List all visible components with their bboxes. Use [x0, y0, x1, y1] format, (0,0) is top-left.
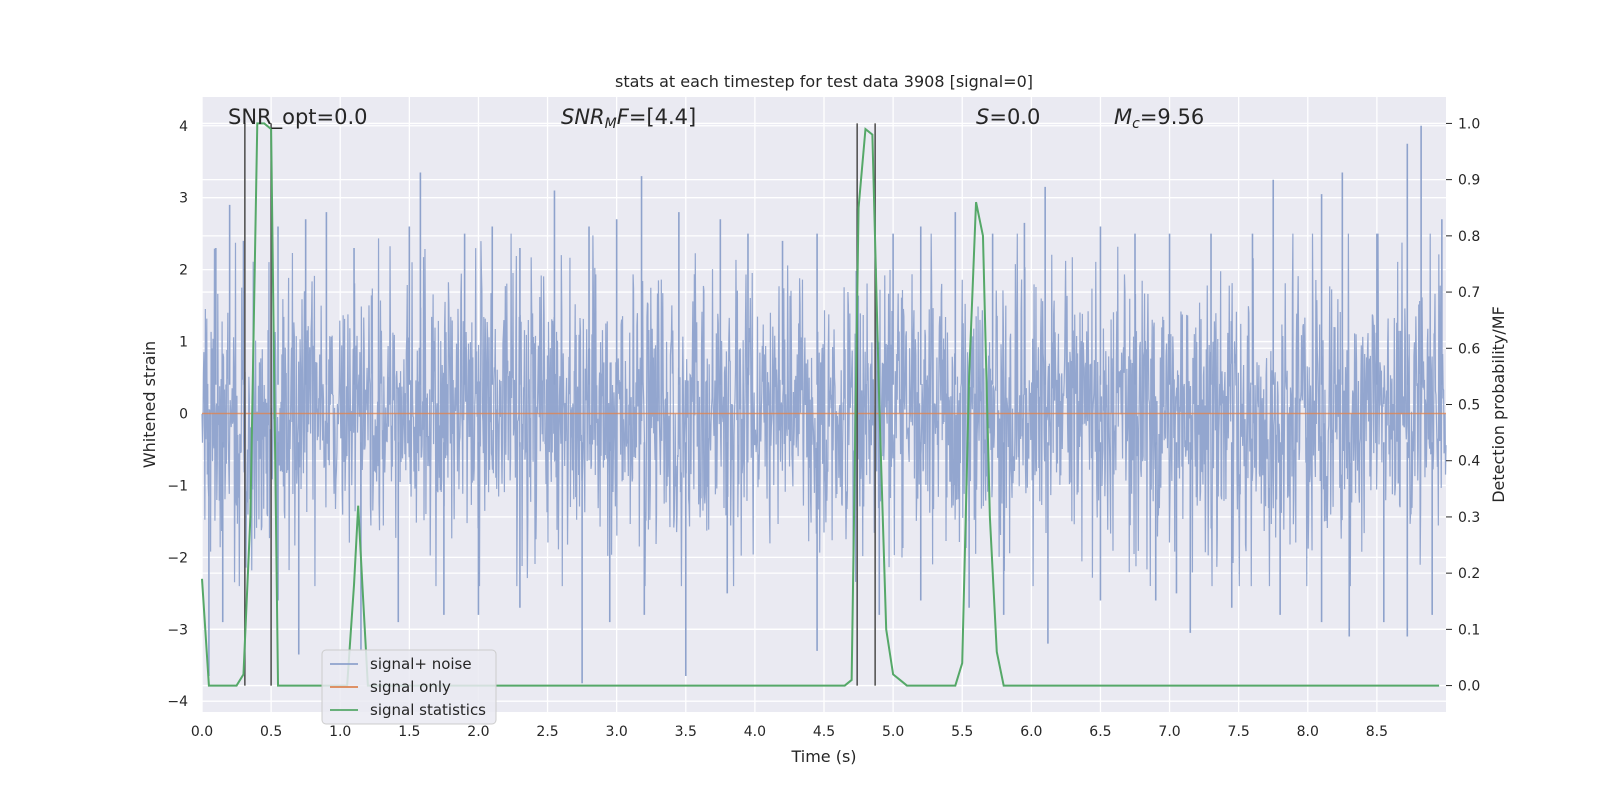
- x-tick-label: 6.5: [1089, 724, 1111, 740]
- y-right-tick-label: 0.9: [1458, 173, 1480, 189]
- annotation-part: SNR_opt=0.0: [228, 105, 368, 130]
- y-right-tick-label: 0.8: [1458, 229, 1480, 245]
- x-tick-label: 8.0: [1297, 724, 1319, 740]
- x-tick-label: 0.5: [260, 724, 282, 740]
- y-right-tick-label: 0.1: [1458, 622, 1480, 638]
- y-left-tick-label: 4: [179, 119, 188, 135]
- annotation-part: M: [605, 116, 617, 132]
- y-right-axis-label: Detection probability/MF: [1489, 306, 1508, 503]
- annotation-part: SNR: [561, 105, 605, 129]
- annotation-mc_value: Mc=9.56: [1114, 105, 1204, 132]
- y-right-tick-label: 0.3: [1458, 510, 1480, 526]
- annotation-part: c: [1132, 116, 1140, 132]
- annotation-part: =9.56: [1140, 105, 1204, 129]
- legend-label: signal only: [370, 678, 451, 696]
- y-right-tick-label: 0.7: [1458, 285, 1480, 301]
- x-tick-label: 2.5: [536, 724, 558, 740]
- y-right-tick-label: 0.2: [1458, 566, 1480, 582]
- y-left-tick-label: −3: [167, 622, 188, 638]
- x-tick-label: 4.0: [744, 724, 766, 740]
- y-left-tick-label: 3: [179, 191, 188, 207]
- annotation-part: =[4.4]: [629, 105, 696, 129]
- signal-statistics-line: [201, 122, 1440, 687]
- y-left-tick-label: 2: [179, 263, 188, 279]
- y-right-tick-label: 0.6: [1458, 341, 1480, 357]
- y-left-tick-label: −4: [167, 694, 188, 710]
- annotation-part: F: [617, 105, 630, 129]
- x-tick-label: 1.0: [329, 724, 351, 740]
- annotation-s_value: S=0.0: [976, 105, 1040, 129]
- x-tick-label: 3.0: [606, 724, 628, 740]
- x-tick-label: 7.5: [1228, 724, 1250, 740]
- x-tick-label: 2.0: [467, 724, 489, 740]
- annotation-part: =0.0: [989, 105, 1040, 129]
- y-left-tick-label: −1: [167, 478, 188, 494]
- annotation-snr_mf: SNRMF=[4.4]: [561, 105, 696, 132]
- x-tick-label: 5.5: [951, 724, 973, 740]
- y-right-tick-label: 1.0: [1458, 116, 1480, 132]
- chart-title: stats at each timestep for test data 390…: [615, 72, 1033, 91]
- x-tick-label: 8.5: [1366, 724, 1388, 740]
- legend-label: signal statistics: [370, 701, 486, 719]
- y-left-axis-label: Whitened strain: [140, 341, 159, 468]
- legend-label: signal+ noise: [370, 655, 472, 673]
- x-tick-label: 6.0: [1020, 724, 1042, 740]
- annotation-snr_opt: SNR_opt=0.0: [228, 105, 368, 130]
- y-right-tick-label: 0.0: [1458, 679, 1480, 695]
- legend-box: [321, 649, 497, 725]
- x-tick-label: 0.0: [191, 724, 213, 740]
- y-left-tick-label: −2: [167, 550, 188, 566]
- x-tick-label: 5.0: [882, 724, 904, 740]
- x-tick-label: 7.0: [1158, 724, 1180, 740]
- x-tick-label: 4.5: [813, 724, 835, 740]
- x-axis-label: Time (s): [790, 747, 856, 766]
- y-right-tick-label: 0.4: [1458, 454, 1480, 470]
- noise-trace: [201, 233, 1447, 587]
- y-left-tick-label: 1: [179, 335, 188, 351]
- x-tick-label: 1.5: [398, 724, 420, 740]
- x-tick-label: 3.5: [675, 724, 697, 740]
- y-right-tick-label: 0.5: [1458, 398, 1480, 414]
- annotation-part: M: [1114, 105, 1132, 129]
- y-left-tick-label: 0: [179, 406, 188, 422]
- annotation-part: S: [976, 105, 989, 129]
